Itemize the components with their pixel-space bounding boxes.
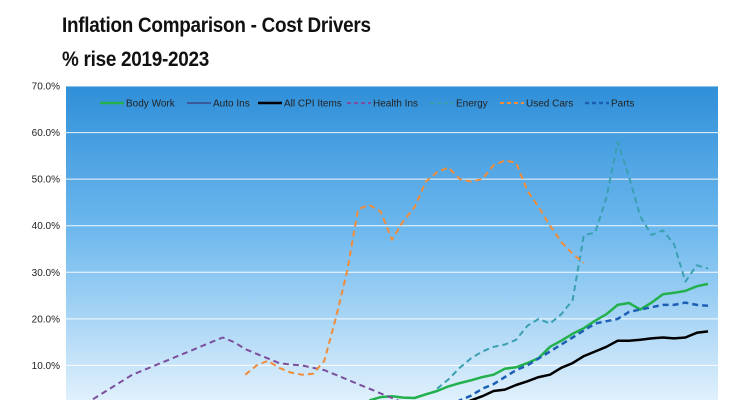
series-line [89,336,400,400]
legend-label: Body Work [126,99,176,110]
gridlines [66,85,718,366]
series-parts [457,301,709,400]
legend-label: Energy [456,99,488,110]
y-tick-label: 50.0% [32,175,60,186]
plot-area [66,86,718,400]
legend-label: Parts [611,99,634,110]
legend-label: Auto Ins [213,99,250,110]
series-line [436,140,709,390]
series-energy [436,140,709,390]
y-tick-label: 10.0% [32,361,60,372]
y-tick-label: 30.0% [32,268,60,279]
y-tick-label: 60.0% [32,128,60,139]
chart-title: Inflation Comparison - Cost Drivers [62,14,371,37]
y-axis-ticks: 10.0% 20.0% 30.0% 40.0% 50.0% 60.0% 70.0% [32,82,60,372]
series-health-ins [89,336,400,400]
legend: Body Work Auto Ins All CPI Items Health Ins… [100,99,634,110]
series-line [244,159,585,376]
chart-subtitle: % rise 2019-2023 [62,48,210,71]
legend-label: All CPI Items [284,99,342,110]
series-line [468,330,709,400]
series-all-cpi-items [468,330,709,400]
series-used-cars [244,159,585,376]
y-tick-label: 20.0% [32,314,60,325]
series-line [457,301,709,400]
y-tick-label: 70.0% [32,82,60,93]
series-lines [89,140,709,400]
y-tick-label: 40.0% [32,221,60,232]
legend-label: Used Cars [526,99,573,110]
legend-label: Health Ins [373,99,418,110]
